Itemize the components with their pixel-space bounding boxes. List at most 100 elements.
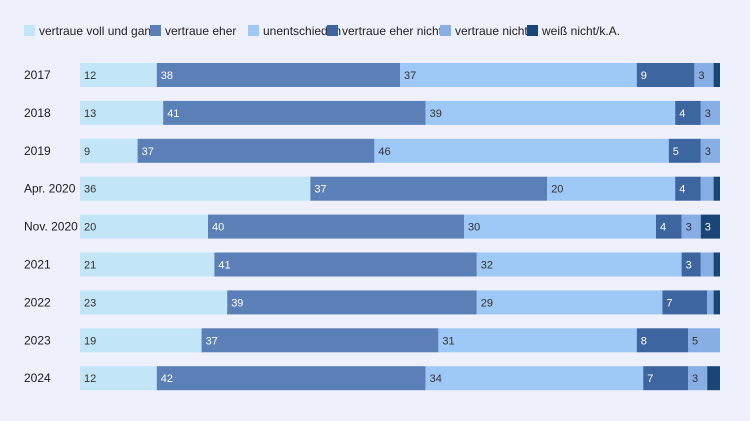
legend-item: vertraue eher [150,24,236,38]
bar-segment [668,138,701,163]
bar-segment [688,328,720,353]
data-label: 12 [84,70,96,82]
bar-segment [713,290,720,315]
data-label: 34 [430,373,442,385]
legend-swatch [327,25,338,36]
data-label: 30 [468,222,480,234]
bar-segment [636,63,695,87]
data-label: 3 [686,260,692,272]
legend-item: vertraue eher nicht [327,24,443,38]
data-label: 39 [430,108,442,120]
bar-segment [700,252,714,277]
bar-segment [214,252,477,277]
bar-segment [425,366,644,391]
data-label: 3 [705,222,711,234]
bar-row: 2021 21 41 32 3 [24,252,720,277]
legend-item: vertraue nicht [440,24,528,38]
bar-segment [227,290,477,315]
bar-segment [707,290,714,315]
bar-row: 2019 9 37 46 5 3 [24,138,720,163]
bar-segment [374,138,669,163]
bar-segment [636,328,688,353]
data-label: 3 [698,70,704,82]
bar-segment [700,214,720,239]
data-label: 3 [692,373,698,385]
data-label: 37 [404,70,416,82]
data-label: 3 [686,222,692,234]
bar-segment [681,252,701,277]
data-label: 31 [442,335,454,347]
bar-segment [137,138,375,163]
bar-segment [425,100,676,125]
data-label: 4 [660,222,666,234]
data-label: 3 [705,108,711,120]
data-label: 38 [161,70,173,82]
bar-segment [464,214,656,239]
bar-row: 2024 12 42 34 7 3 [24,366,720,391]
bar-row: Apr. 2020 36 37 20 4 [24,176,720,201]
data-label: 4 [679,184,685,196]
bar-segment [80,176,311,201]
data-label: 5 [692,335,698,347]
data-label: 41 [218,260,230,272]
data-label: 19 [84,335,96,347]
legend-label: weiß nicht/k.A. [541,24,620,38]
legend-label: vertraue voll und ganz [39,24,157,38]
bar-segment [163,100,426,125]
bar-segment [688,366,708,391]
data-label: 37 [314,184,326,196]
bar-segment [476,290,663,315]
data-label: 23 [84,297,96,309]
data-label: 21 [84,260,96,272]
bar-segment [547,176,676,201]
bar-row: 2018 13 41 39 4 3 [24,100,720,125]
legend-swatch [440,25,451,36]
data-label: 9 [84,146,90,158]
bar-segment [675,100,701,125]
legend-label: vertraue eher [165,24,236,38]
category-label: 2023 [24,333,51,347]
bar-segment [438,328,637,353]
bar-segment [80,100,164,125]
bar-segment [156,366,426,391]
data-label: 5 [673,146,679,158]
category-label: 2021 [24,258,51,272]
data-label: 13 [84,108,96,120]
category-label: 2018 [24,106,51,120]
category-label: 2022 [24,295,51,309]
bar-segment [694,63,714,87]
data-label: 7 [666,297,672,309]
bar-segment [80,328,202,353]
legend-item: vertraue voll und ganz [24,24,157,38]
data-label: 41 [167,108,179,120]
data-label: 37 [142,146,154,158]
bar-segment [700,100,720,125]
bar-segment [310,176,548,201]
data-label: 32 [481,260,493,272]
bar-segment [713,252,720,277]
bar-segment [713,176,720,201]
legend-swatch [248,25,259,36]
bar-segment [675,176,701,201]
bar-row: 2022 23 39 29 7 [24,290,720,315]
legend-swatch [150,25,161,36]
legend-label: vertraue nicht [455,24,528,38]
bar-segment [80,366,157,391]
data-label: 29 [481,297,493,309]
bar-segment [208,214,464,239]
data-label: 40 [212,222,224,234]
data-label: 4 [679,108,685,120]
category-label: Nov. 2020 [24,220,78,234]
data-label: 36 [84,184,96,196]
bar-segment [80,138,138,163]
bar-segment [400,63,637,87]
data-label: 20 [551,184,563,196]
bar-row: 2023 19 37 31 8 5 [24,328,720,353]
bar-segment [700,138,720,163]
category-label: Apr. 2020 [24,182,76,196]
data-label: 7 [647,373,653,385]
bar-segment [80,290,228,315]
legend-label: unentschieden [263,24,341,38]
bar-segment [662,290,708,315]
